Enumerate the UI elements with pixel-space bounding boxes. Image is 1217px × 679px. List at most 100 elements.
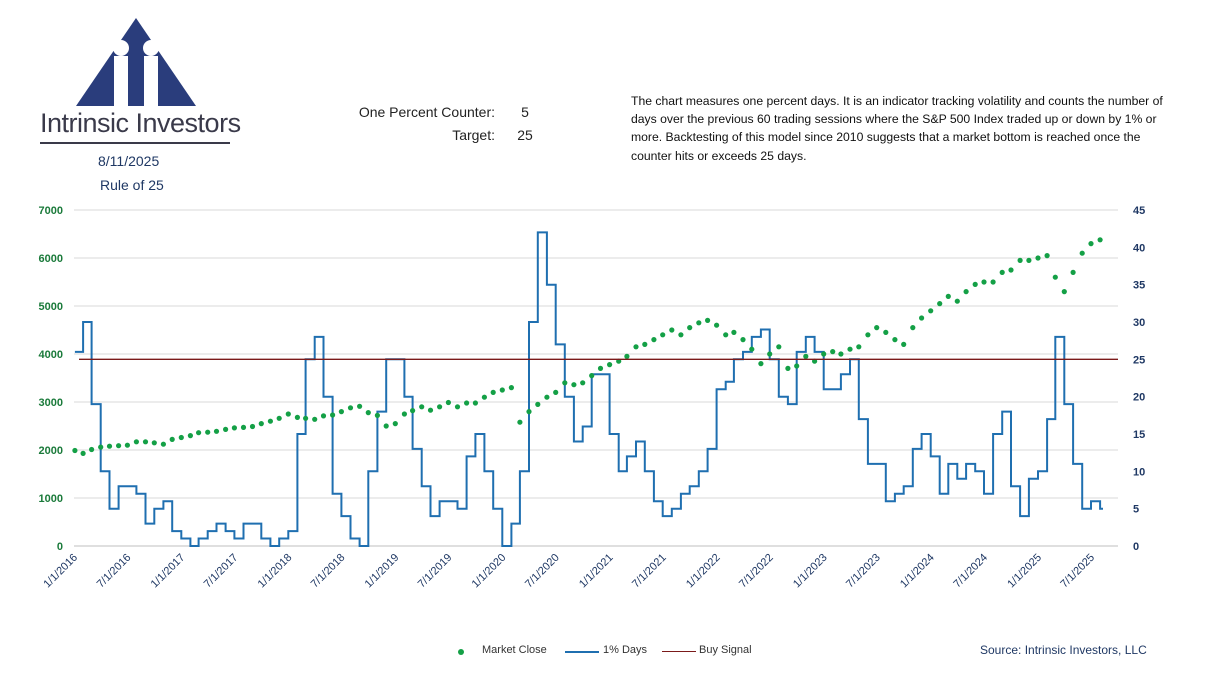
- counter-label: One Percent Counter:: [358, 104, 495, 120]
- market-close-dot: [72, 447, 78, 454]
- market-close-dot: [990, 279, 996, 285]
- x-axis-tick-label: 1/1/2025: [1005, 552, 1044, 591]
- market-close-dot: [749, 346, 755, 352]
- market-close-dot: [821, 351, 827, 357]
- market-close-dot: [508, 385, 514, 391]
- market-close-dot: [910, 325, 916, 331]
- market-close-dot: [553, 389, 559, 395]
- market-close-dot: [919, 315, 925, 321]
- market-close-dot: [544, 394, 550, 400]
- market-close-dot: [562, 380, 568, 386]
- x-axis-tick-label: 1/1/2022: [684, 552, 723, 591]
- right-axis-ticks: 0 5 10 15 20 25 30 35 40 45: [1133, 205, 1145, 553]
- right-axis-tick-label: 10: [1133, 466, 1145, 478]
- x-axis-tick-label: 1/1/2016: [41, 552, 80, 591]
- left-axis-ticks: 0 1000 2000 3000 4000 5000 6000 7000: [39, 205, 63, 553]
- right-axis-tick-label: 0: [1133, 541, 1139, 553]
- market-close-dot: [499, 387, 505, 393]
- market-close-dot: [972, 281, 978, 287]
- market-close-dot: [1097, 237, 1103, 243]
- right-axis-tick-label: 35: [1133, 280, 1145, 292]
- market-close-dot: [481, 394, 487, 400]
- market-close-dot: [267, 418, 273, 424]
- market-close-dot: [865, 332, 871, 338]
- market-close-dot: [383, 423, 389, 429]
- market-close-dot: [580, 380, 586, 386]
- market-close-dot: [392, 421, 398, 427]
- legend-market-close: Market Close: [482, 644, 547, 656]
- market-close-dot: [196, 430, 202, 436]
- source-note: Source: Intrinsic Investors, LLC: [980, 643, 1147, 657]
- market-close-dot: [1079, 250, 1085, 256]
- left-axis-tick-label: 6000: [39, 253, 63, 265]
- market-close-dot: [767, 351, 773, 357]
- right-axis-tick-label: 30: [1133, 317, 1145, 329]
- market-close-dot: [696, 320, 702, 326]
- market-close-dot: [1052, 274, 1058, 280]
- rule-label: Rule of 25: [100, 177, 164, 193]
- market-close-dot: [249, 423, 256, 430]
- market-close-dot: [374, 412, 380, 418]
- left-axis-tick-label: 3000: [39, 397, 63, 409]
- market-close-dot: [178, 434, 184, 441]
- market-close-dot: [607, 362, 613, 368]
- report-date: 8/11/2025: [98, 153, 160, 169]
- market-close-dot: [240, 424, 247, 430]
- market-close-dot: [160, 441, 166, 447]
- legend-one-pct-days: 1% Days: [603, 644, 648, 656]
- left-axis-tick-label: 5000: [39, 301, 63, 313]
- market-close-dot: [231, 425, 237, 431]
- x-axis-tick-label: 1/1/2017: [149, 552, 188, 591]
- legend-buy-signal: Buy Signal: [699, 644, 752, 656]
- right-axis-tick-label: 45: [1133, 205, 1145, 217]
- market-close-dot: [633, 344, 639, 350]
- left-axis-tick-label: 4000: [39, 349, 63, 361]
- one-percent-chart: 0 1000 2000 3000 4000 5000 6000 7000 0 5 10 15 20 25…: [39, 205, 1146, 591]
- market-close-dot: [892, 337, 898, 343]
- right-axis-tick-label: 40: [1133, 242, 1145, 254]
- market-close-dot: [312, 416, 318, 422]
- market-close-dot: [517, 419, 523, 425]
- market-close-dot: [981, 279, 987, 285]
- market-close-dot: [723, 332, 729, 338]
- market-close-dot: [535, 401, 541, 407]
- market-close-dot: [1070, 269, 1076, 275]
- market-close-dot: [490, 389, 496, 395]
- market-close-dot: [169, 436, 175, 442]
- market-close-dot: [133, 439, 139, 445]
- market-close-dot: [945, 293, 951, 299]
- market-close-dot: [847, 346, 853, 352]
- market-close-dot: [365, 410, 371, 416]
- market-close-dot: [928, 308, 934, 314]
- market-close-dots: [72, 237, 1103, 456]
- x-axis-tick-label: 7/1/2017: [202, 552, 241, 591]
- x-axis-tick-label: 1/1/2021: [577, 552, 616, 591]
- market-close-dot: [838, 351, 844, 357]
- market-close-dot: [1017, 257, 1023, 263]
- legend-market-close-marker: [458, 649, 464, 655]
- market-close-dot: [526, 409, 532, 415]
- target-label: Target:: [452, 127, 495, 143]
- market-close-dot: [660, 332, 666, 338]
- x-axis-tick-label: 7/1/2019: [416, 552, 455, 591]
- market-close-dot: [624, 353, 630, 359]
- chart-description: The chart measures one percent days. It …: [631, 94, 1163, 163]
- market-close-dot: [410, 408, 416, 414]
- right-axis-tick-label: 5: [1133, 504, 1139, 516]
- left-axis-tick-label: 1000: [39, 493, 63, 505]
- left-axis-tick-label: 7000: [39, 205, 63, 217]
- market-close-dot: [338, 409, 344, 415]
- market-close-dot: [445, 399, 451, 406]
- market-close-dot: [901, 341, 907, 347]
- market-close-dot: [419, 404, 425, 410]
- market-close-dot: [678, 332, 684, 338]
- market-close-dot: [1044, 253, 1050, 259]
- market-close-dot: [589, 373, 595, 379]
- market-close-dot: [597, 365, 604, 371]
- market-close-dot: [223, 426, 229, 432]
- market-close-dot: [758, 361, 764, 367]
- market-close-dot: [874, 325, 880, 331]
- market-close-dot: [320, 413, 327, 419]
- x-axis-tick-label: 1/1/2024: [898, 552, 937, 591]
- legend-buy-signal-marker: [662, 651, 696, 652]
